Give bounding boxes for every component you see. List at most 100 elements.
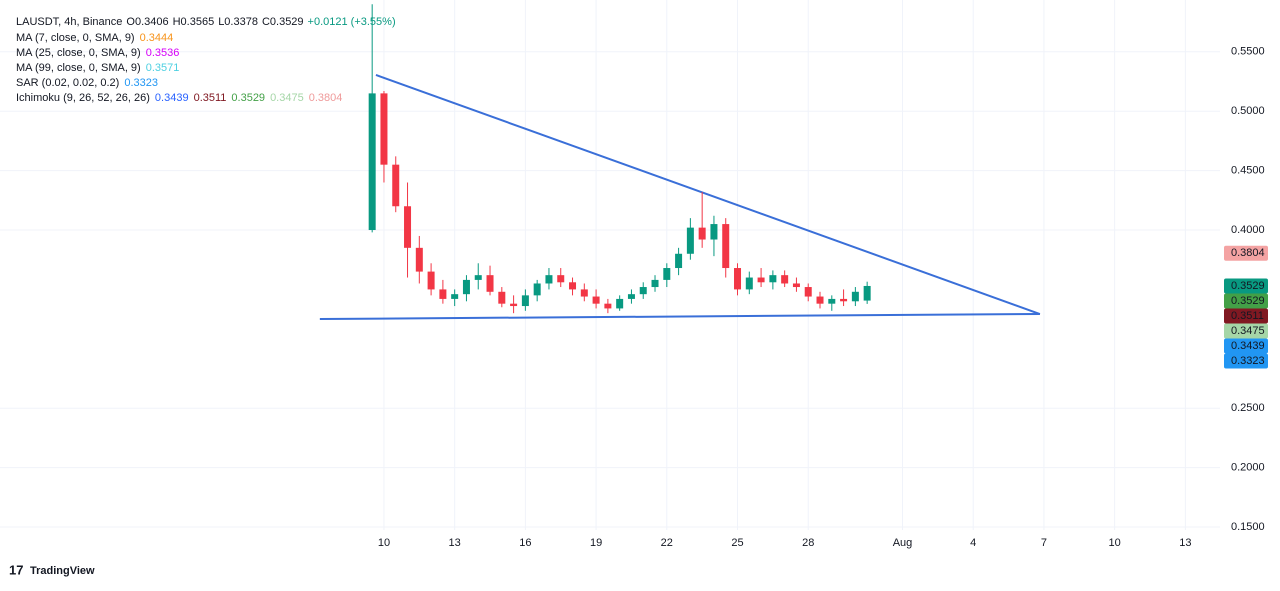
ohlc-value: O0.3406 [126, 16, 168, 28]
price-label-bg [1224, 293, 1268, 309]
candle-body [722, 224, 730, 269]
x-tick-label: 13 [449, 537, 461, 549]
y-tick-label: 0.4500 [1231, 165, 1265, 177]
indicator-name: SAR (0.02, 0.02, 0.2) [16, 77, 119, 89]
candle-body [851, 291, 859, 302]
price-label-bg [1224, 308, 1268, 324]
x-tick-label: 25 [731, 537, 743, 549]
candle-body [710, 224, 718, 240]
candle-body [392, 164, 400, 207]
candle-body [498, 291, 506, 304]
symbol: LAUSDT, 4h, Binance [16, 16, 122, 28]
indicator-row: SAR (0.02, 0.02, 0.2) 0.3323 [16, 77, 158, 89]
y-tick-label: 0.4000 [1231, 224, 1265, 236]
candle-body [427, 271, 435, 290]
candle-body [627, 294, 635, 299]
legend-header: LAUSDT, 4h, Binance O0.3406 H0.3565 L0.3378… [16, 16, 396, 28]
brand: TradingView [30, 565, 95, 577]
candle-body [792, 283, 800, 288]
candle-body [451, 294, 459, 299]
candle-body [368, 93, 376, 231]
candle-body [828, 298, 836, 304]
indicator-value: 0.3536 [146, 47, 180, 59]
candle-body [462, 279, 470, 295]
price-label: 0.3511 [1231, 310, 1264, 322]
y-tick-label: 0.2000 [1231, 462, 1265, 474]
footer: 17 TradingView [9, 562, 95, 577]
indicator-value: 0.3475 [270, 92, 304, 104]
candle-body [804, 287, 812, 297]
candle-body [734, 268, 742, 290]
x-tick-label: 22 [661, 537, 673, 549]
candle-body [510, 303, 518, 307]
candle-body [757, 277, 765, 283]
price-label-bg [1224, 278, 1268, 294]
candle-body [651, 279, 659, 288]
candle-body [816, 296, 824, 304]
indicator-value: 0.3804 [309, 92, 343, 104]
x-tick-label: 7 [1041, 537, 1047, 549]
candle-body [663, 268, 671, 280]
indicator-value: 0.3444 [140, 32, 174, 44]
candle-body [686, 227, 694, 254]
trendline [319, 313, 1040, 320]
candle-body [698, 227, 706, 240]
indicator-row: MA (25, close, 0, SMA, 9) 0.3536 [16, 47, 179, 59]
indicator-row: Ichimoku (9, 26, 52, 26, 26) 0.3439 0.3511… [16, 92, 342, 104]
y-tick-label: 0.5000 [1231, 105, 1265, 117]
candle-body [415, 247, 423, 272]
price-label: 0.3475 [1231, 325, 1265, 337]
trendline [375, 74, 1041, 315]
indicator-name: Ichimoku (9, 26, 52, 26, 26) [16, 92, 150, 104]
candle-body [545, 275, 553, 284]
legend: LAUSDT, 4h, Binance O0.3406 H0.3565 L0.3378… [16, 16, 396, 104]
price-label-bg [1224, 338, 1268, 354]
y-tick-label: 0.2500 [1231, 402, 1265, 414]
indicator-row: MA (99, close, 0, SMA, 9) 0.3571 [16, 62, 179, 74]
candle-body [486, 275, 494, 292]
y-tick-label: 0.5500 [1231, 46, 1265, 58]
x-tick-label: 10 [1109, 537, 1121, 549]
indicator-value: 0.3571 [146, 62, 180, 74]
y-tick-label: 0.1500 [1231, 521, 1265, 533]
candle-body [580, 289, 588, 297]
indicator-name: MA (99, close, 0, SMA, 9) [16, 62, 141, 74]
price-label: 0.3323 [1231, 355, 1265, 367]
candle-body [380, 93, 388, 165]
x-tick-label: 13 [1179, 537, 1191, 549]
x-tick-label: 4 [970, 537, 976, 549]
logo-mark: 17 [9, 562, 23, 577]
candle-body [557, 275, 565, 283]
candle-body [781, 275, 789, 284]
price-label: 0.3529 [1231, 295, 1265, 307]
indicator-value: 0.3511 [194, 92, 227, 104]
x-tick-label: Aug [893, 537, 913, 549]
candle-body [521, 295, 529, 307]
price-label: 0.3529 [1231, 280, 1265, 292]
indicator-name: MA (25, close, 0, SMA, 9) [16, 47, 141, 59]
candle-body [840, 298, 848, 302]
x-tick-label: 28 [802, 537, 814, 549]
candle-body [863, 285, 871, 301]
price-label-bg [1224, 245, 1268, 261]
candle-body [675, 253, 683, 269]
indicator-name: MA (7, close, 0, SMA, 9) [16, 32, 135, 44]
x-tick-label: 19 [590, 537, 602, 549]
candle-body [592, 296, 600, 304]
price-label-bg [1224, 323, 1268, 339]
ohlc-value: +0.0121 (+3.55%) [308, 16, 396, 28]
candle-body [569, 282, 577, 290]
plot [319, 4, 1041, 320]
candle-body [745, 277, 753, 290]
indicator-value: 0.3529 [231, 92, 265, 104]
candle-body [533, 283, 541, 296]
candle-body [604, 303, 612, 309]
ohlc-value: C0.3529 [262, 16, 304, 28]
indicator-row: MA (7, close, 0, SMA, 9) 0.3444 [16, 32, 173, 44]
candle-body [616, 298, 624, 309]
candle-body [439, 289, 447, 299]
candle-body [639, 287, 647, 295]
indicator-value: 0.3439 [155, 92, 189, 104]
price-label: 0.3804 [1231, 247, 1265, 259]
